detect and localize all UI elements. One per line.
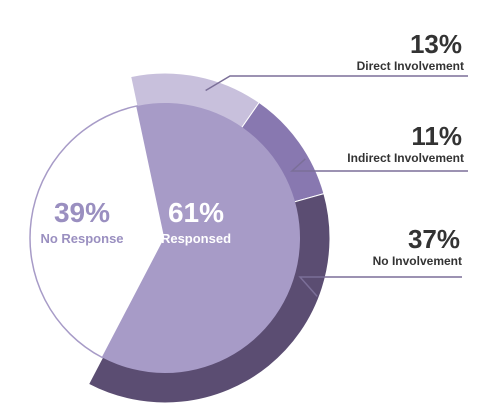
leader-line-indirect-involvement [290, 158, 468, 172]
responsed-label: Responsed [161, 231, 231, 246]
indirect-involvement-percent: 11% [411, 121, 462, 151]
responsed-percent: 61% [168, 197, 224, 228]
leader-line-no-involvement [298, 276, 462, 297]
no-response-label: No Response [40, 231, 123, 246]
direct-involvement-percent: 13% [410, 29, 462, 59]
no-involvement-label: No Involvement [373, 254, 462, 268]
inner-slice-responsed [102, 103, 300, 374]
indirect-involvement-label: Indirect Involvement [347, 151, 464, 165]
inner-slice-no-response [29, 105, 166, 359]
direct-involvement-label: Direct Involvement [357, 59, 464, 73]
no-response-percent: 39% [54, 197, 110, 228]
leader-line-direct-involvement [205, 75, 468, 92]
no-involvement-percent: 37% [408, 224, 460, 254]
